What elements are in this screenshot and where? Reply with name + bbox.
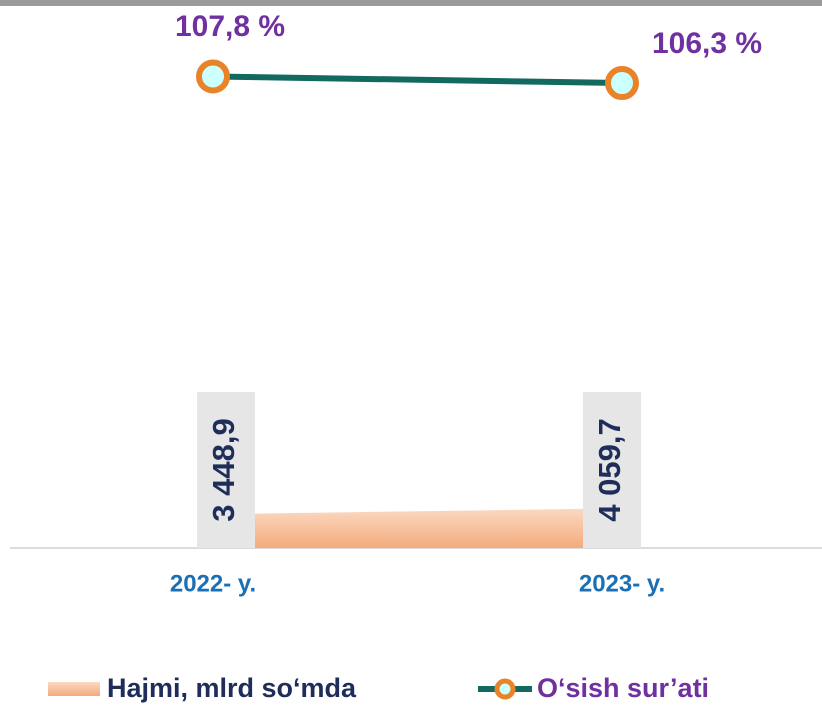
label-background — [583, 392, 641, 548]
legend-label: Hajmi, mlrd so‘mda — [107, 673, 357, 703]
line — [212, 73, 623, 87]
marker — [605, 66, 639, 101]
legend-swatch — [48, 682, 100, 696]
data-label: 107,8 % — [175, 10, 285, 43]
x-tick-label: 2023- y. — [579, 570, 665, 597]
legend-label: O‘sish sur’ati — [537, 673, 709, 703]
legend-swatch — [494, 678, 516, 700]
label-background — [197, 392, 255, 548]
data-label: 106,3 % — [652, 27, 762, 60]
data-label: 4 059,7 — [592, 418, 627, 521]
marker — [196, 59, 230, 94]
area — [213, 508, 622, 548]
x-tick-label: 2022- y. — [170, 570, 256, 597]
data-label: 3 448,9 — [206, 418, 241, 521]
top-border — [0, 0, 822, 6]
